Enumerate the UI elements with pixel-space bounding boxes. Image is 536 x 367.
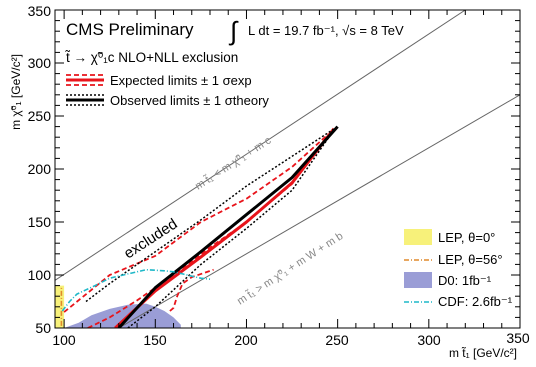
series-cdf-2-6fb: [61, 268, 211, 312]
legend-label-expected: Expected limits ± 1 σexp: [110, 73, 252, 88]
y-tick-label: 150: [28, 214, 52, 230]
series-observed-1: [85, 125, 339, 303]
x-tick-label: 300: [417, 332, 441, 348]
legend-label-lep-0: LEP, θ=0°: [438, 230, 495, 245]
x-tick-label: 200: [234, 332, 258, 348]
x-axis-title: m t̃₁ [GeV/c²]: [449, 345, 517, 360]
axis-ticks: [55, 9, 521, 329]
series-expected-1: [63, 133, 330, 313]
filled-regions: [55, 285, 181, 328]
chart-title: CMS Preliminary: [66, 20, 194, 39]
x-tick-label: 350: [506, 330, 530, 346]
kinematic-diagonals: [55, 10, 520, 328]
excluded-label: excluded: [121, 215, 181, 262]
y-tick-label: 300: [28, 55, 52, 71]
legend-label-cdf: CDF: 2.6fb⁻¹: [438, 294, 513, 309]
series-observed-limits: [117, 125, 339, 328]
legend-label-d0: D0: 1fb⁻¹: [438, 273, 492, 288]
luminosity-text: L dt = 19.7 fb⁻¹, √s = 8 TeV: [248, 23, 404, 38]
y-tick-labels: 50 100 150 200 250 300 350: [28, 3, 52, 336]
legend-entry-cdf: CDF: 2.6fb⁻¹: [404, 294, 513, 309]
x-tick-label: 100: [52, 332, 76, 348]
integral-symbol: ∫: [228, 16, 239, 46]
legend-entry-lep-0: LEP, θ=0°: [404, 229, 495, 245]
y-axis-title: m χ̃⁰₁ [GeV/c²]: [9, 54, 23, 130]
series-observed-1: [127, 129, 335, 328]
subtitle-text: t̃ → χ̃⁰₁c NLO+NLL exclusion: [65, 50, 239, 65]
diagonal-kinematic-limit-lower: [118, 94, 520, 328]
series-expected-1: [87, 134, 330, 328]
y-tick-label: 50: [35, 320, 51, 336]
y-tick-label: 100: [28, 267, 52, 283]
y-tick-label: 200: [28, 161, 52, 177]
legend-label-lep-56: LEP, θ=56°: [438, 252, 503, 267]
legend-entry-expected: Expected limits ± 1 σexp: [66, 73, 252, 88]
diagonal-kinematic-limit-upper: [55, 10, 466, 281]
series-expected-1-lower-branch: [169, 268, 214, 312]
x-tick-label: 150: [143, 332, 167, 348]
legend-label-observed: Observed limits ± 1 σtheory: [110, 93, 269, 108]
legend-entry-d0: D0: 1fb⁻¹: [404, 272, 492, 288]
legend-entry-lep-56: LEP, θ=56°: [404, 252, 503, 267]
y-tick-label: 350: [28, 3, 52, 19]
legend-entry-observed: Observed limits ± 1 σtheory: [66, 93, 269, 108]
limit-curves: [60, 125, 339, 328]
legend-bottom: LEP, θ=0° LEP, θ=56° D0: 1fb⁻¹ CDF: 2.6f…: [404, 229, 513, 309]
diagonal-label-lower: m t̃₁ > m χ̃⁰₁ + m W + m b: [235, 230, 346, 308]
diagonal-label-upper: m t̃₁ < m χ̃⁰₁ + m c: [193, 134, 274, 193]
legend-top: Expected limits ± 1 σexp Observed limits…: [66, 73, 269, 108]
x-tick-labels: 100 150 200 250 300 350: [52, 330, 530, 348]
x-tick-label: 250: [325, 332, 349, 348]
y-tick-label: 250: [28, 108, 52, 124]
